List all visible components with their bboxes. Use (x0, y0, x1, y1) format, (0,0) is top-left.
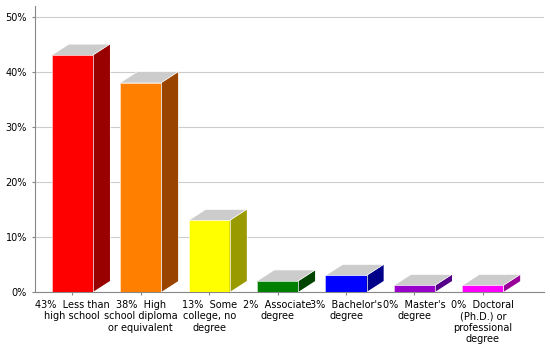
Polygon shape (366, 265, 384, 292)
Polygon shape (326, 275, 366, 292)
Polygon shape (52, 55, 93, 292)
Polygon shape (189, 220, 230, 292)
Polygon shape (394, 274, 452, 285)
Polygon shape (189, 209, 247, 220)
Polygon shape (93, 44, 110, 292)
Polygon shape (463, 285, 503, 292)
Polygon shape (503, 274, 520, 292)
Polygon shape (257, 281, 298, 292)
Polygon shape (257, 270, 315, 281)
Polygon shape (298, 270, 315, 292)
Polygon shape (161, 72, 178, 292)
Polygon shape (394, 285, 435, 292)
Polygon shape (52, 44, 110, 55)
Polygon shape (326, 265, 384, 275)
Polygon shape (463, 274, 520, 285)
Polygon shape (120, 72, 178, 83)
Polygon shape (230, 209, 247, 292)
Polygon shape (120, 83, 161, 292)
Polygon shape (435, 274, 452, 292)
